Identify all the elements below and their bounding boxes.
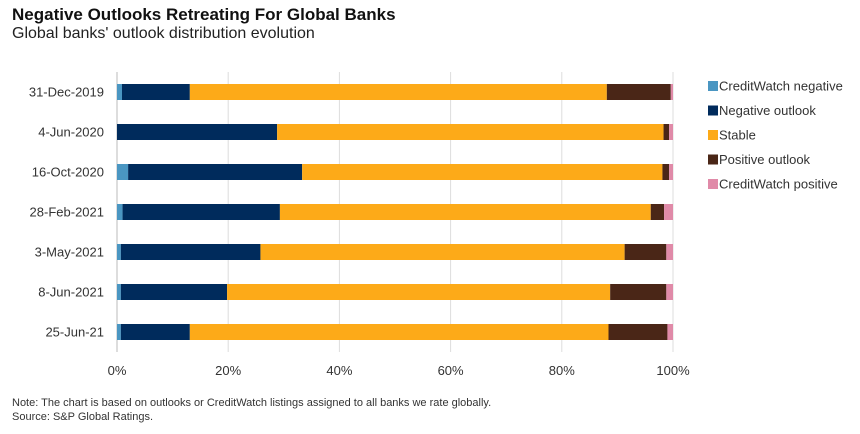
bar-segment-stable xyxy=(277,124,664,140)
bar-segment-creditwatch-positive xyxy=(666,244,673,260)
bar-segment-negative-outlook xyxy=(122,204,280,220)
legend-label: Negative outlook xyxy=(719,103,816,118)
bar-segment-positive-outlook xyxy=(606,84,671,100)
legend-swatch xyxy=(708,105,718,116)
bar-segment-positive-outlook xyxy=(662,164,670,180)
chart-subtitle: Global banks' outlook distribution evolu… xyxy=(12,25,315,42)
bar-segment-creditwatch-positive xyxy=(666,284,673,300)
x-tick-label: 40% xyxy=(326,363,352,378)
bar-segment-positive-outlook xyxy=(624,244,667,260)
bar-segment-creditwatch-positive xyxy=(667,324,673,340)
y-tick-label: 8-Jun-2021 xyxy=(38,285,104,300)
bar-segment-creditwatch-positive xyxy=(669,164,673,180)
bar-segment-positive-outlook xyxy=(663,124,670,140)
bar-segment-creditwatch-positive xyxy=(669,124,673,140)
y-tick-label: 25-Jun-21 xyxy=(45,325,104,340)
bar-segment-stable xyxy=(189,84,607,100)
bar-segment-positive-outlook xyxy=(610,284,667,300)
bar-segment-negative-outlook xyxy=(117,124,278,140)
bar-segment-stable xyxy=(189,324,609,340)
bar-segment-negative-outlook xyxy=(120,324,190,340)
x-tick-label: 60% xyxy=(438,363,464,378)
legend-label: Positive outlook xyxy=(719,152,811,167)
bar-segment-negative-outlook xyxy=(120,244,261,260)
bar-segment-negative-outlook xyxy=(122,84,190,100)
x-tick-label: 80% xyxy=(549,363,575,378)
bar-segment-creditwatch-negative xyxy=(117,204,123,220)
legend-label: CreditWatch positive xyxy=(719,177,838,192)
bar-segment-stable xyxy=(227,284,611,300)
chart-source: Source: S&P Global Ratings. xyxy=(12,411,154,423)
bar-segment-creditwatch-positive xyxy=(664,204,673,220)
y-tick-label: 3-May-2021 xyxy=(35,245,104,260)
bar-segment-creditwatch-negative xyxy=(117,244,121,260)
y-tick-label: 4-Jun-2020 xyxy=(38,125,104,140)
bar-segment-negative-outlook xyxy=(120,284,228,300)
bar-segment-creditwatch-positive xyxy=(670,84,673,100)
bar-segment-creditwatch-negative xyxy=(117,284,121,300)
chart-title: Negative Outlooks Retreating For Global … xyxy=(12,5,396,24)
bar-segment-stable xyxy=(260,244,625,260)
legend-label: Stable xyxy=(719,128,756,143)
bar-segment-creditwatch-negative xyxy=(117,164,129,180)
legend-swatch xyxy=(708,179,718,189)
bar-segment-positive-outlook xyxy=(650,204,665,220)
bar-segment-creditwatch-negative xyxy=(117,324,121,340)
y-tick-label: 16-Oct-2020 xyxy=(32,165,104,180)
bar-segment-negative-outlook xyxy=(128,164,303,180)
y-tick-label: 31-Dec-2019 xyxy=(29,85,104,100)
legend-swatch xyxy=(708,154,718,165)
legend-label: CreditWatch negative xyxy=(719,79,843,94)
bar-segment-positive-outlook xyxy=(608,324,668,340)
x-tick-label: 100% xyxy=(656,363,690,378)
bar-segment-stable xyxy=(279,204,651,220)
legend-swatch xyxy=(708,130,718,140)
chart-note: Note: The chart is based on outlooks or … xyxy=(12,397,492,409)
bar-segment-creditwatch-negative xyxy=(117,84,123,100)
bar-segment-stable xyxy=(302,164,663,180)
y-tick-label: 28-Feb-2021 xyxy=(30,205,104,220)
legend-swatch xyxy=(708,81,718,91)
x-tick-label: 20% xyxy=(215,363,241,378)
x-tick-label: 0% xyxy=(108,363,127,378)
